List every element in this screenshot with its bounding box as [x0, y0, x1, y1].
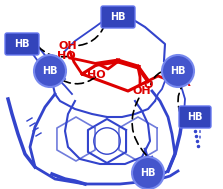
Text: HB: HB [42, 66, 58, 76]
Text: OH: OH [133, 86, 151, 96]
Text: HB: HB [110, 12, 126, 22]
Text: HB: HB [140, 168, 156, 178]
Circle shape [34, 55, 66, 87]
Text: OR: OR [173, 78, 191, 88]
Text: HB: HB [170, 66, 186, 76]
Circle shape [132, 157, 164, 189]
FancyBboxPatch shape [179, 106, 211, 128]
Text: HB: HB [14, 39, 30, 49]
Text: OH: OH [59, 41, 77, 51]
Circle shape [162, 55, 194, 87]
FancyBboxPatch shape [101, 6, 135, 28]
Text: HB: HB [187, 112, 203, 122]
Text: HO: HO [87, 70, 105, 80]
Text: O: O [143, 80, 153, 90]
Text: HO: HO [57, 51, 75, 61]
FancyBboxPatch shape [5, 33, 39, 55]
